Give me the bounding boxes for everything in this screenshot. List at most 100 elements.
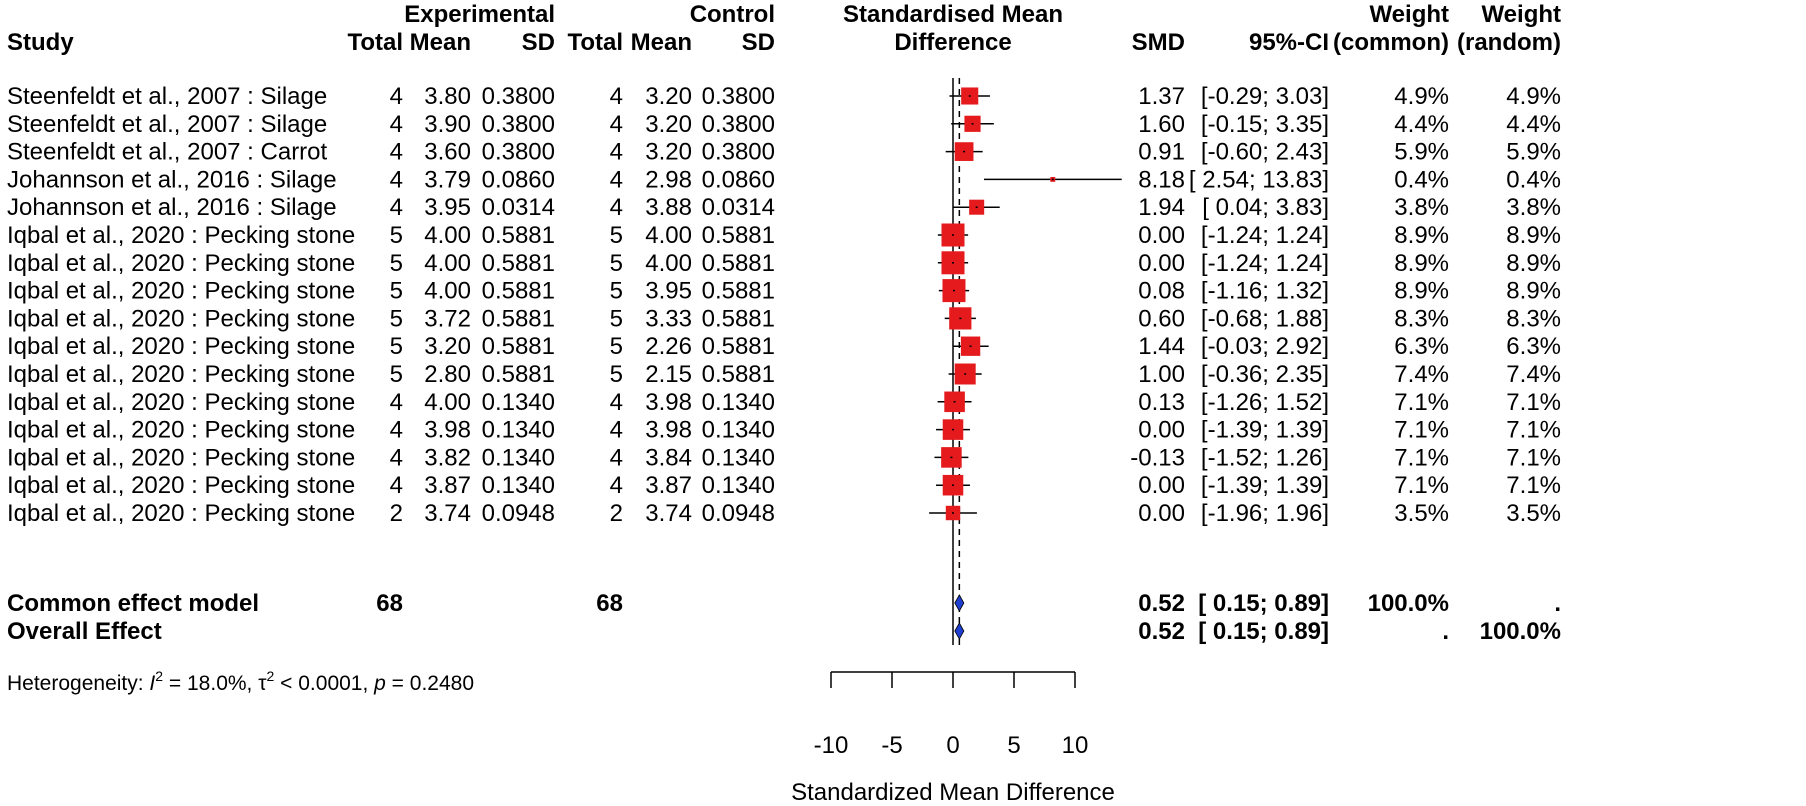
weight-random-header-line1: Weight	[1481, 1, 1561, 28]
control-total: 4	[610, 111, 623, 138]
weight-common: 8.3%	[1394, 305, 1449, 332]
experimental-mean: 3.95	[424, 194, 471, 221]
control-mean: 3.95	[645, 278, 692, 305]
smd-value: 0.00	[1138, 250, 1185, 277]
smd-value: 0.52	[1138, 618, 1185, 645]
control-total: 4	[610, 417, 623, 444]
confidence-interval: [-1.96; 1.96]	[1201, 500, 1329, 527]
smd-value: 0.13	[1138, 389, 1185, 416]
study-row: Iqbal et al., 2020 : Pecking stone 5 4.00 0…	[7, 222, 1561, 249]
weight-random: 7.4%	[1506, 361, 1561, 388]
weight-random: 4.9%	[1506, 83, 1561, 110]
study-row: Steenfeldt et al., 2007 : Silage 4 3.90 0.3…	[7, 111, 1561, 138]
control-sd: 0.3800	[702, 83, 775, 110]
experimental-total-header: Total	[347, 29, 403, 56]
control-sd: 0.3800	[702, 111, 775, 138]
control-mean: 3.20	[645, 83, 692, 110]
experimental-sd: 0.5881	[482, 222, 555, 249]
smd-value: 1.37	[1138, 83, 1185, 110]
control-total: 5	[610, 278, 623, 305]
weight-common: 7.1%	[1394, 444, 1449, 471]
control-total-header: Total	[567, 29, 623, 56]
control-sd: 0.1340	[702, 444, 775, 471]
x-tick-label: 0	[946, 732, 959, 759]
weight-random: 7.1%	[1506, 417, 1561, 444]
experimental-total: 4	[390, 389, 403, 416]
experimental-total: 68	[376, 590, 403, 617]
x-tick-label: 5	[1007, 732, 1020, 759]
control-sd: 0.3800	[702, 139, 775, 166]
smd-value: 0.00	[1138, 500, 1185, 527]
experimental-total: 5	[390, 278, 403, 305]
study-name: Iqbal et al., 2020 : Pecking stone	[7, 361, 355, 388]
study-name: Iqbal et al., 2020 : Pecking stone	[7, 389, 355, 416]
experimental-total: 4	[390, 194, 403, 221]
experimental-group-header: Experimental	[404, 1, 555, 28]
control-mean: 4.00	[645, 222, 692, 249]
weight-common: .	[1442, 618, 1449, 645]
study-row: Iqbal et al., 2020 : Pecking stone 4 3.98 0…	[7, 417, 1561, 444]
control-total: 5	[610, 250, 623, 277]
x-tick-label: 10	[1062, 732, 1089, 759]
control-total: 4	[610, 139, 623, 166]
experimental-total: 5	[390, 222, 403, 249]
confidence-interval: [-1.39; 1.39]	[1201, 472, 1329, 499]
smd-header: SMD	[1132, 29, 1185, 56]
study-name: Johannson et al., 2016 : Silage	[7, 194, 337, 221]
weight-random: 7.1%	[1506, 389, 1561, 416]
weight-random: 7.1%	[1506, 472, 1561, 499]
smd-value: 0.00	[1138, 222, 1185, 249]
study-row: Johannson et al., 2016 : Silage 4 3.95 0.03…	[7, 194, 1561, 221]
study-name: Steenfeldt et al., 2007 : Silage	[7, 111, 327, 138]
study-name: Iqbal et al., 2020 : Pecking stone	[7, 305, 355, 332]
control-mean: 2.26	[645, 333, 692, 360]
confidence-interval: [ 0.04; 3.83]	[1202, 194, 1329, 221]
smd-value: 0.60	[1138, 305, 1185, 332]
study-row: Iqbal et al., 2020 : Pecking stone 5 3.20 0…	[7, 333, 1561, 360]
weight-random: 3.8%	[1506, 194, 1561, 221]
control-mean: 3.98	[645, 417, 692, 444]
experimental-total: 5	[390, 333, 403, 360]
control-mean: 2.98	[645, 166, 692, 193]
control-mean: 3.74	[645, 500, 692, 527]
weight-common-header-line1: Weight	[1369, 1, 1449, 28]
experimental-total: 4	[390, 139, 403, 166]
control-total: 4	[610, 166, 623, 193]
experimental-total: 4	[390, 472, 403, 499]
x-tick-label: -10	[814, 732, 849, 759]
experimental-sd: 0.0860	[482, 166, 555, 193]
control-sd: 0.5881	[702, 250, 775, 277]
study-name: Iqbal et al., 2020 : Pecking stone	[7, 500, 355, 527]
weight-common: 7.1%	[1394, 389, 1449, 416]
control-sd: 0.5881	[702, 333, 775, 360]
confidence-interval: [-0.68; 1.88]	[1201, 305, 1329, 332]
control-sd: 0.1340	[702, 472, 775, 499]
control-group-header: Control	[690, 1, 775, 28]
weight-common: 4.4%	[1394, 111, 1449, 138]
experimental-mean-header: Mean	[410, 29, 471, 56]
control-total: 4	[610, 444, 623, 471]
study-name: Iqbal et al., 2020 : Pecking stone	[7, 333, 355, 360]
control-total: 2	[610, 500, 623, 527]
smd-value: 0.00	[1138, 472, 1185, 499]
smd-value: 0.00	[1138, 417, 1185, 444]
smd-value: 0.91	[1138, 139, 1185, 166]
weight-random: 4.4%	[1506, 111, 1561, 138]
experimental-mean: 3.87	[424, 472, 471, 499]
study-name: Steenfeldt et al., 2007 : Carrot	[7, 139, 328, 166]
weight-common: 8.9%	[1394, 222, 1449, 249]
experimental-sd: 0.5881	[482, 361, 555, 388]
study-name: Iqbal et al., 2020 : Pecking stone	[7, 417, 355, 444]
pooled-label: Overall Effect	[7, 618, 162, 645]
weight-random: 6.3%	[1506, 333, 1561, 360]
study-header: Study	[7, 29, 74, 56]
weight-common: 5.9%	[1394, 139, 1449, 166]
confidence-interval: [-0.15; 3.35]	[1201, 111, 1329, 138]
weight-common: 0.4%	[1394, 166, 1449, 193]
control-sd: 0.1340	[702, 389, 775, 416]
experimental-sd: 0.0314	[482, 194, 555, 221]
experimental-mean: 3.60	[424, 139, 471, 166]
confidence-interval: [ 0.15; 0.89]	[1198, 590, 1329, 617]
control-mean: 3.87	[645, 472, 692, 499]
experimental-sd: 0.1340	[482, 417, 555, 444]
